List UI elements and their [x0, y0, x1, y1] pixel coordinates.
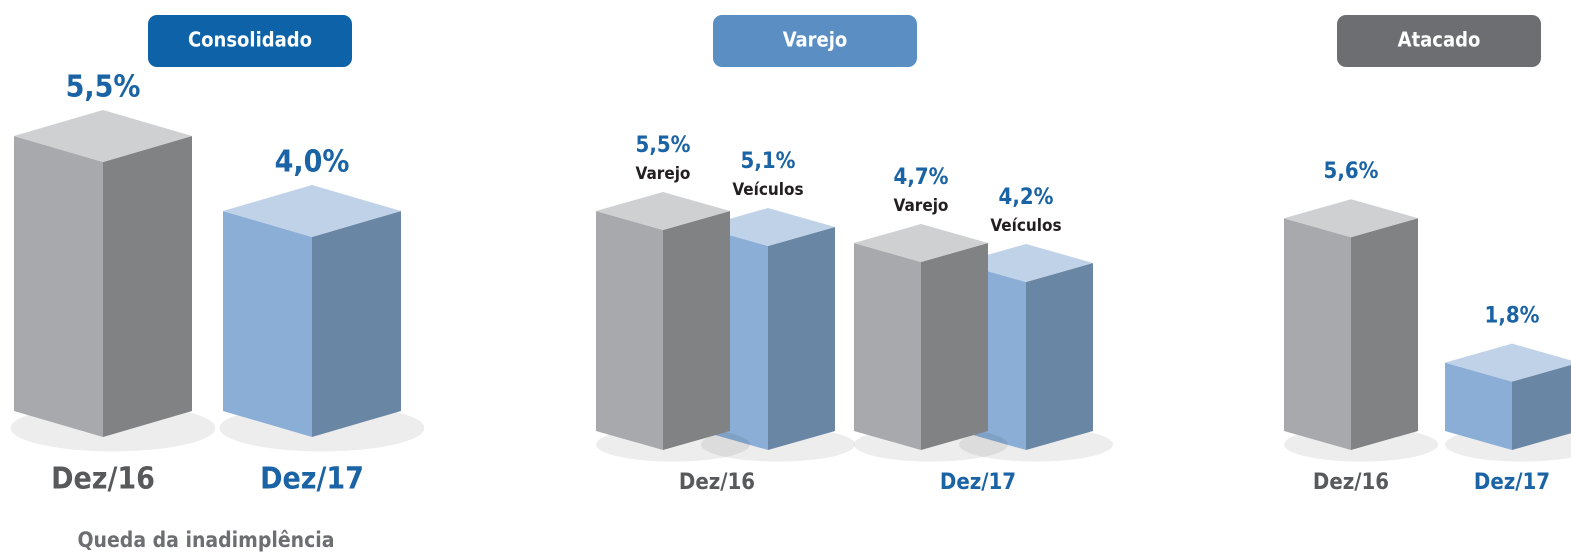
- bar-front: [854, 243, 921, 450]
- bar-top: [959, 244, 1093, 282]
- value-label: 4,2%: [999, 185, 1054, 210]
- bar-side: [768, 227, 835, 450]
- series-label: Veículos: [732, 180, 803, 200]
- title-badge: [713, 15, 917, 67]
- bar-front: [14, 136, 103, 437]
- bar-side: [921, 243, 988, 450]
- value-label: 5,6%: [1324, 159, 1379, 184]
- bar-top: [1284, 199, 1418, 238]
- chart-title: Consolidado: [188, 28, 312, 52]
- bar-side: [312, 211, 401, 437]
- series-label: Varejo: [636, 164, 691, 184]
- chart-title: Atacado: [1398, 28, 1481, 52]
- bar-top: [223, 185, 401, 237]
- series-label: Varejo: [894, 196, 949, 216]
- bar-top: [14, 110, 192, 162]
- value-label: 1,8%: [1485, 304, 1540, 329]
- bar-side: [1512, 364, 1571, 450]
- bar: [1444, 343, 1571, 462]
- bar: [1283, 199, 1439, 462]
- x-tick-label: Dez/16: [679, 470, 755, 495]
- value-label: 4,7%: [894, 165, 949, 190]
- bar-top: [854, 224, 988, 262]
- bar-top: [701, 208, 835, 246]
- bar: [10, 110, 216, 452]
- x-tick-label: Dez/17: [940, 470, 1016, 495]
- x-tick-label: Dez/17: [260, 462, 364, 497]
- bar-front: [596, 211, 663, 450]
- x-tick-label: Dez/17: [1474, 470, 1550, 495]
- value-label: 5,5%: [66, 70, 141, 105]
- bar: [595, 192, 751, 462]
- bar-side: [1351, 218, 1418, 450]
- bar: [853, 224, 1009, 462]
- bar: [219, 185, 425, 452]
- series-label: Veículos: [990, 216, 1061, 236]
- bar-front: [1445, 362, 1512, 450]
- bar-front: [1284, 218, 1351, 450]
- value-label: 5,1%: [741, 149, 796, 174]
- bar-side: [103, 136, 192, 437]
- bar-top: [1445, 343, 1571, 382]
- bar-front: [223, 211, 312, 437]
- value-label: 5,5%: [636, 133, 691, 158]
- bar-side: [663, 211, 730, 450]
- title-badge: [148, 15, 352, 67]
- value-label: 4,0%: [275, 145, 350, 180]
- title-badge: [1337, 15, 1541, 67]
- bar-top: [596, 192, 730, 230]
- bar-side: [1026, 263, 1093, 450]
- chart-title: Varejo: [783, 28, 848, 52]
- x-tick-label: Dez/16: [1313, 470, 1389, 495]
- x-tick-label: Dez/16: [51, 462, 155, 497]
- footnote: Queda da inadimplência: [77, 528, 334, 552]
